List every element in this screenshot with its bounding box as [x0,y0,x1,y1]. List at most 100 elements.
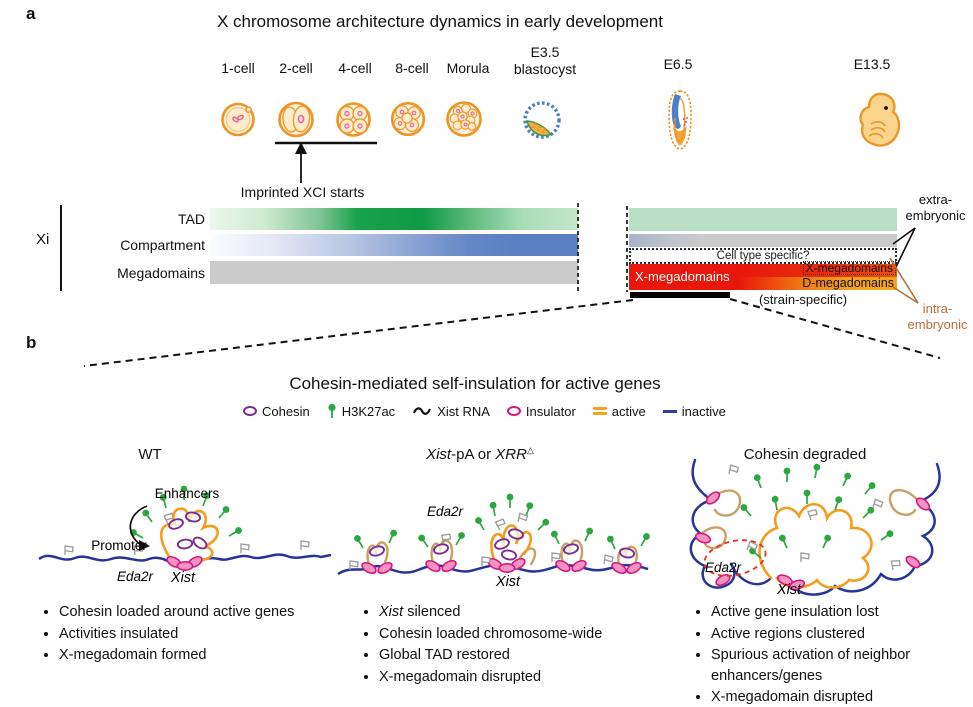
cell-type-specific-box: Cell type specific? [629,248,897,264]
enhancer-promoter-arrow [129,505,148,546]
bullet-item: X-megadomain formed [59,645,389,666]
legend-label: Insulator [525,403,576,419]
legend-label: H3K27ac [341,403,396,419]
zoom-region-bar [630,292,730,298]
embryo-1-cell-icon [221,102,255,137]
cohesin-rings [367,526,636,562]
insulators [164,553,205,572]
extra-connector-2 [895,227,916,268]
legend-label: Cohesin [262,403,310,419]
arrowhead [139,540,150,551]
extra-embryonic-label: extra-embryonic [905,192,966,223]
bullet-item: X-megadomain disrupted [379,667,689,688]
stage-label-e35: E3.5 blastocyst [513,44,577,77]
active-loops [758,502,873,589]
bullet-item: Active gene insulation lost [711,602,926,623]
row-label-tad: TAD [178,211,205,227]
embryo-8-cell-icon [390,101,426,137]
scenario-title-cohesin-degraded: Cohesin degraded [743,446,867,463]
bullet-item: Cohesin loaded around active genes [59,602,389,623]
scenario-title-wt: WT [138,446,162,463]
legend: Cohesin H3K27ac Xist RNA Insulator activ… [243,403,726,419]
compartment-bar-early [210,234,578,256]
xist-pa-bullet-list: Xist silenced Cohesin loaded chromosome-… [362,602,689,688]
embryo-4-cell-icon [336,102,371,137]
promoter-label: Promoter [91,538,147,553]
xi-label: Xi [36,231,50,248]
embryo-2-cell-icon [278,101,314,138]
eda2r-label: Eda2r [427,504,464,519]
xist-label: Xist [495,574,521,590]
panel-a-label: a [26,4,36,23]
xist-rna-icon [413,407,432,415]
stage-label-morula: Morula [446,60,490,76]
embryo-e35-blastocyst-icon [523,101,561,139]
row-label-megadomains: Megadomains [117,265,205,281]
bullet-item: Xist silenced [379,602,689,623]
intra-connector-1 [889,257,919,304]
cohesin-icon [243,406,257,416]
stage-label-e135: E13.5 [853,56,891,72]
cohesin-degraded-diagram: Eda2r Xist [689,458,941,598]
tan-chromatin [699,489,921,550]
cohesin-degraded-bullet-list: Active gene insulation lost Active regio… [694,602,926,707]
legend-label: inactive [681,403,726,419]
bullet-item: Spurious activation of neighbor enhancer… [711,645,926,686]
xist-label: Xist [170,570,196,586]
xist-pa-diagram: Eda2r Xist [337,492,652,590]
bullet-item: Cohesin loaded chromosome-wide [379,624,689,645]
compartment-bar-late [629,234,897,247]
megadomains-bar-early [210,261,578,284]
panel-a-title: X chromosome architecture dynamics in ea… [217,12,663,31]
zoom-wedge-right [729,298,941,359]
imprinted-arrowhead [295,142,307,154]
stage-label-4cell: 4-cell [338,60,372,76]
bullet-item: X-megadomain disrupted [711,687,926,707]
stage-label-1cell: 1-cell [221,60,255,76]
x-megadomains-label: X-megadomains [635,269,730,284]
spurious-activation-highlight [703,539,767,577]
tad-bar-late [629,208,897,231]
extra-connector-1 [892,227,916,245]
intra-connector-2 [892,286,919,304]
tad-bar-early [210,208,578,230]
legend-item-h3k27ac: H3K27ac [327,403,395,419]
legend-item-inactive: inactive [662,403,726,419]
embryo-e65-icon [668,90,692,150]
legend-label: active [611,403,646,419]
bullet-item: Activities insulated [59,624,389,645]
legend-item-xist-rna: Xist RNA [412,404,490,419]
wt-diagram: Enhancers Promoter Eda2r Xist [38,484,332,586]
bullet-item: Global TAD restored [379,645,689,666]
megadomains-bar-late: X-megadomains X-megadomains D-megadomain… [629,261,897,290]
stage-label-e65: E6.5 [663,56,693,72]
row-label-compartment: Compartment [120,237,205,253]
promoter-flags [728,464,902,571]
scenario-title-xist-pa: Xist-pA or XRR△ [426,445,534,463]
embryo-e135-icon [859,92,900,147]
panel-b-label: b [26,333,37,352]
bullet-item: Active regions clustered [711,624,926,645]
stage-label-2cell: 2-cell [279,60,313,76]
xist-label: Xist [776,582,802,598]
eda2r-label: Eda2r [117,569,154,584]
active-icon [592,406,607,416]
x-megadomains-strip [739,264,897,277]
eda2r-label: Eda2r [705,560,742,575]
intra-embryonic-label: intra-embryonic [907,301,968,332]
legend-label: Xist RNA [437,403,490,419]
strain-specific-label: (strain-specific) [758,292,848,307]
d-megadomains-strip [739,277,897,290]
d-megadomains-label: D-megadomains [802,276,894,290]
enhancers-label: Enhancers [155,486,220,501]
active-loops-orange [490,524,533,566]
legend-item-insulator: Insulator [506,403,576,419]
panel-b-title: Cohesin-mediated self-insulation for act… [289,374,661,393]
wt-bullet-list: Cohesin loaded around active genes Activ… [42,602,389,667]
imprinted-xci-note: Imprinted XCI starts [240,184,365,200]
legend-item-cohesin: Cohesin [243,404,310,419]
embryo-morula-icon [446,101,482,137]
insulator-icon [506,406,521,416]
